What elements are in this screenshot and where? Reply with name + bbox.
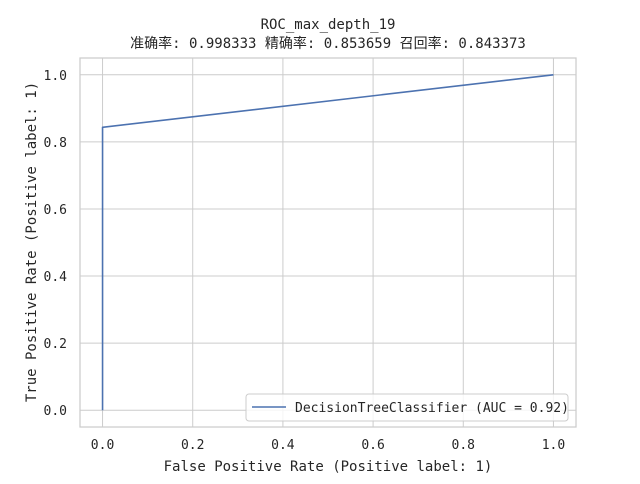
x-tick-label: 0.2 (181, 438, 204, 453)
y-tick-label: 0.0 (44, 404, 67, 419)
y-axis-label: True Positive Rate (Positive label: 1) (24, 82, 40, 402)
x-tick-label: 1.0 (542, 438, 565, 453)
x-axis-label: False Positive Rate (Positive label: 1) (164, 459, 493, 475)
roc-curve-line (101, 73, 554, 411)
x-tick-label: 0.0 (91, 438, 114, 453)
legend-label: DecisionTreeClassifier (AUC = 0.92) (295, 401, 569, 416)
x-tick-label: 0.8 (452, 438, 475, 453)
y-axis-ticks: 0.0 0.2 0.4 0.6 0.8 1.0 (44, 69, 68, 419)
y-tick-label: 0.2 (44, 337, 67, 352)
legend: DecisionTreeClassifier (AUC = 0.92) (245, 393, 569, 422)
y-tick-label: 0.4 (44, 270, 68, 285)
legend-box (245, 393, 569, 422)
series-layer (101, 73, 554, 411)
x-tick-label: 0.4 (271, 438, 295, 453)
x-axis-ticks: 0.0 0.2 0.4 0.6 0.8 1.0 (91, 438, 565, 453)
y-tick-label: 0.8 (44, 136, 67, 151)
chart-title: ROC_max_depth_19 (261, 17, 396, 33)
chart-subtitle: 准确率: 0.998333 精确率: 0.853659 召回率: 0.84337… (130, 35, 526, 52)
y-tick-label: 1.0 (44, 69, 67, 84)
plot-area (79, 57, 577, 428)
y-tick-label: 0.6 (44, 203, 67, 218)
x-tick-label: 0.6 (361, 438, 384, 453)
grid (80, 58, 576, 427)
